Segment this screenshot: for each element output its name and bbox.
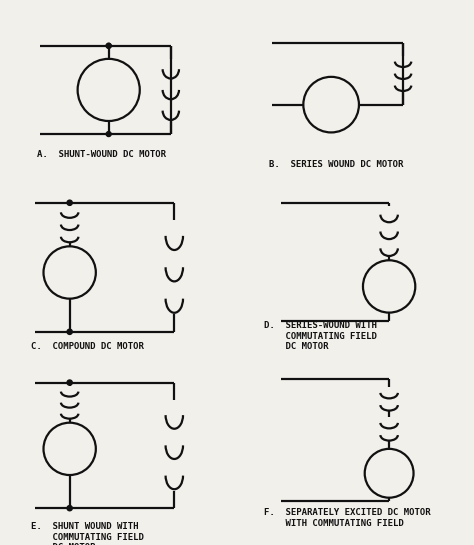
- Text: C.  COMPOUND DC MOTOR: C. COMPOUND DC MOTOR: [31, 342, 144, 352]
- Circle shape: [106, 44, 111, 49]
- Circle shape: [67, 380, 72, 385]
- Circle shape: [67, 329, 72, 335]
- Circle shape: [106, 44, 111, 49]
- Text: D.  SERIES-WOUND WITH
    COMMUTATING FIELD
    DC MOTOR: D. SERIES-WOUND WITH COMMUTATING FIELD D…: [264, 322, 376, 351]
- Circle shape: [67, 506, 72, 511]
- Text: B.  SERIES WOUND DC MOTOR: B. SERIES WOUND DC MOTOR: [269, 160, 403, 169]
- Circle shape: [106, 131, 111, 136]
- Text: F.  SEPARATELY EXCITED DC MOTOR
    WITH COMMUTATING FIELD: F. SEPARATELY EXCITED DC MOTOR WITH COMM…: [264, 508, 430, 528]
- Circle shape: [67, 200, 72, 205]
- Text: E.  SHUNT WOUND WITH
    COMMUTATING FIELD
    DC MOTOR: E. SHUNT WOUND WITH COMMUTATING FIELD DC…: [31, 522, 144, 545]
- Text: A.  SHUNT-WOUND DC MOTOR: A. SHUNT-WOUND DC MOTOR: [37, 150, 166, 160]
